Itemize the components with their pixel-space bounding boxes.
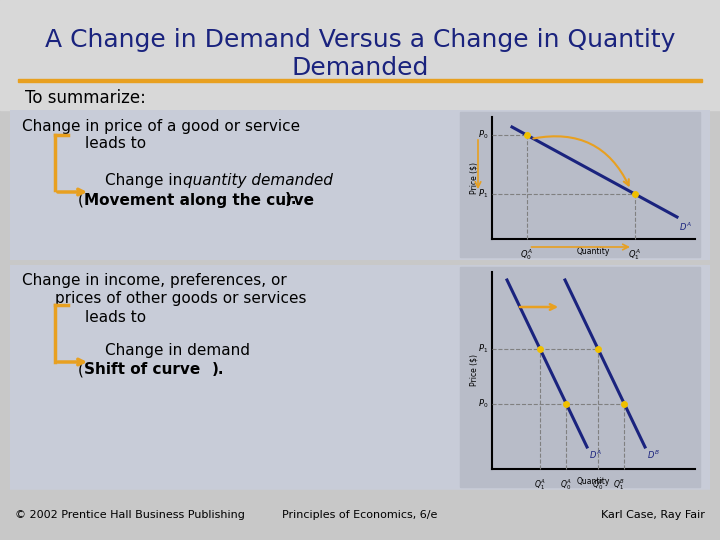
Text: Change in: Change in <box>105 172 187 187</box>
Bar <box>0 0 720 110</box>
Text: leads to: leads to <box>85 137 146 152</box>
Text: To summarize:: To summarize: <box>25 89 146 107</box>
Text: ).: ). <box>212 362 225 377</box>
Text: ).: ). <box>285 192 297 207</box>
Text: Price ($): Price ($) <box>469 162 479 194</box>
Bar <box>460 112 700 257</box>
Text: Change in demand: Change in demand <box>105 342 250 357</box>
Text: $Q_1^A$: $Q_1^A$ <box>534 477 546 492</box>
Text: quantity demanded: quantity demanded <box>183 172 333 187</box>
Text: (: ( <box>78 192 84 207</box>
Text: (: ( <box>78 362 84 377</box>
Text: $Q_0^A$: $Q_0^A$ <box>560 477 572 492</box>
Bar <box>10 265 710 490</box>
Text: Change in price of a good or service: Change in price of a good or service <box>22 119 300 134</box>
Text: $Q_1^B$: $Q_1^B$ <box>613 477 626 492</box>
Text: leads to: leads to <box>85 309 146 325</box>
Text: $P_0$: $P_0$ <box>477 398 488 410</box>
Bar <box>18 79 702 82</box>
Text: Movement along the curve: Movement along the curve <box>84 192 314 207</box>
Text: $Q_0^B$: $Q_0^B$ <box>592 477 604 492</box>
Text: A Change in Demand Versus a Change in Quantity: A Change in Demand Versus a Change in Qu… <box>45 28 675 52</box>
Text: Price ($): Price ($) <box>469 354 479 387</box>
Text: Shift of curve: Shift of curve <box>84 362 200 377</box>
Bar <box>460 267 700 487</box>
Text: $D^A$: $D^A$ <box>589 449 602 461</box>
Text: Demanded: Demanded <box>292 56 428 80</box>
Text: $P_1$: $P_1$ <box>478 343 488 355</box>
Bar <box>10 110 710 260</box>
Text: Quantity: Quantity <box>577 246 610 255</box>
Text: $P_1$: $P_1$ <box>478 188 488 200</box>
Text: $D^B$: $D^B$ <box>647 449 660 461</box>
Text: Karl Case, Ray Fair: Karl Case, Ray Fair <box>601 510 705 520</box>
Text: $P_0$: $P_0$ <box>477 129 488 141</box>
Text: Quantity: Quantity <box>577 476 610 485</box>
Text: $Q_0^A$: $Q_0^A$ <box>521 247 533 262</box>
Text: $Q_1^A$: $Q_1^A$ <box>629 247 642 262</box>
Text: Principles of Economics, 6/e: Principles of Economics, 6/e <box>282 510 438 520</box>
Text: © 2002 Prentice Hall Business Publishing: © 2002 Prentice Hall Business Publishing <box>15 510 245 520</box>
Bar <box>0 490 720 540</box>
Text: Change in income, preferences, or: Change in income, preferences, or <box>22 273 287 288</box>
Text: prices of other goods or services: prices of other goods or services <box>55 292 307 307</box>
Text: $D^A$: $D^A$ <box>679 221 692 233</box>
